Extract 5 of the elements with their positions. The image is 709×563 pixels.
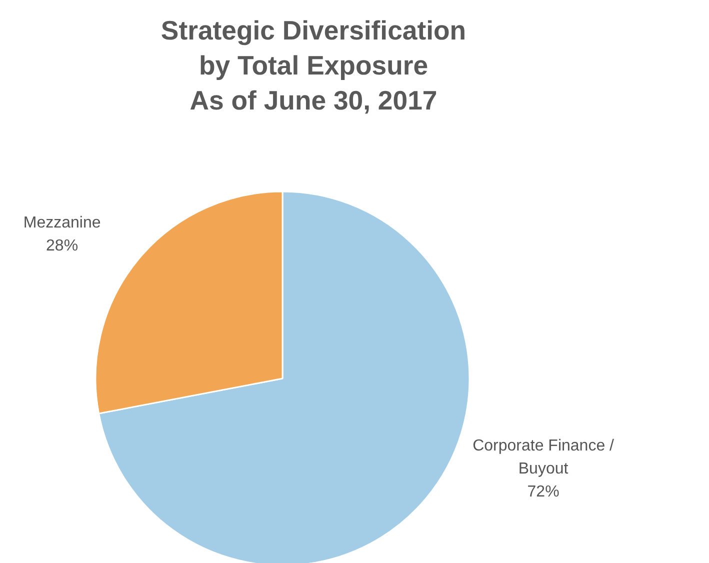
chart-title: Strategic Diversification by Total Exposure As of June 30, 2017 xyxy=(160,16,466,116)
slice-label: Mezzanine xyxy=(23,214,101,232)
data-label: 72% xyxy=(527,484,560,501)
data-label: 28% xyxy=(46,237,78,254)
slice-label: Corporate Finance / Buyout xyxy=(472,438,615,478)
